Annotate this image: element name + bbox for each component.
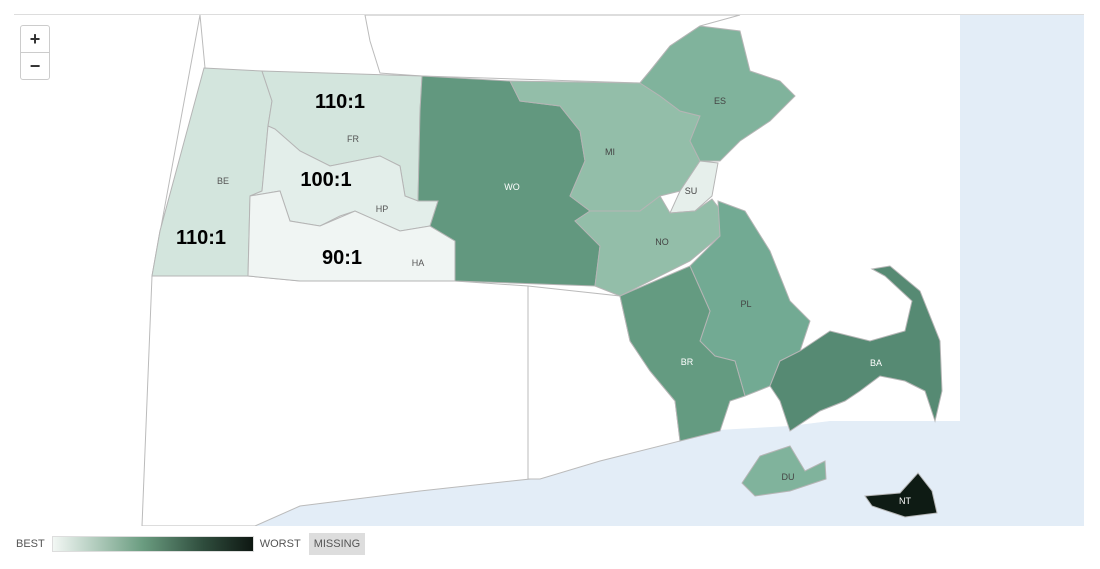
legend: BEST WORST MISSING (16, 533, 366, 555)
county-code-label: MI (605, 147, 615, 157)
county-nt[interactable] (864, 472, 938, 518)
map-frame[interactable]: BE FR HP HA WO MI ES SU NO PL BR BA DU NT (14, 14, 1084, 526)
county-code-label: BR (681, 357, 694, 367)
county-code-label: HA (412, 258, 425, 268)
legend-best-label: BEST (16, 538, 45, 550)
county-ba[interactable] (769, 265, 943, 432)
county-code-label: PL (740, 299, 751, 309)
legend-gradient (51, 536, 254, 552)
legend-worst-label: WORST (259, 538, 301, 550)
ratio-label-hp: 100:1 (300, 169, 352, 191)
county-code-label: NT (899, 496, 911, 506)
legend-missing: MISSING (308, 533, 366, 555)
county-code-label: BA (870, 358, 882, 368)
ocean (255, 15, 1084, 526)
county-es[interactable] (639, 25, 796, 162)
zoom-controls: + − (20, 25, 50, 80)
zoom-out-button[interactable]: − (21, 52, 49, 79)
county-du[interactable] (741, 445, 827, 497)
county-code-label: NO (655, 237, 669, 247)
zoom-in-button[interactable]: + (29, 29, 41, 49)
county-br[interactable] (619, 265, 746, 442)
county-code-label: ES (714, 96, 726, 106)
county-code-label: BE (217, 176, 229, 186)
county-code-label: FR (347, 134, 359, 144)
ratio-label-be: 110:1 (175, 227, 227, 249)
ratio-label-ha: 90:1 (321, 247, 363, 269)
county-ha[interactable] (247, 190, 456, 282)
choropleth-map[interactable]: BE FR HP HA WO MI ES SU NO PL BR BA DU NT (14, 15, 1084, 526)
county-code-label: WO (504, 182, 520, 192)
county-code-label: DU (782, 472, 795, 482)
ratio-label-fr: 110:1 (314, 91, 366, 113)
county-code-label: HP (376, 204, 389, 214)
county-code-label: SU (685, 186, 698, 196)
